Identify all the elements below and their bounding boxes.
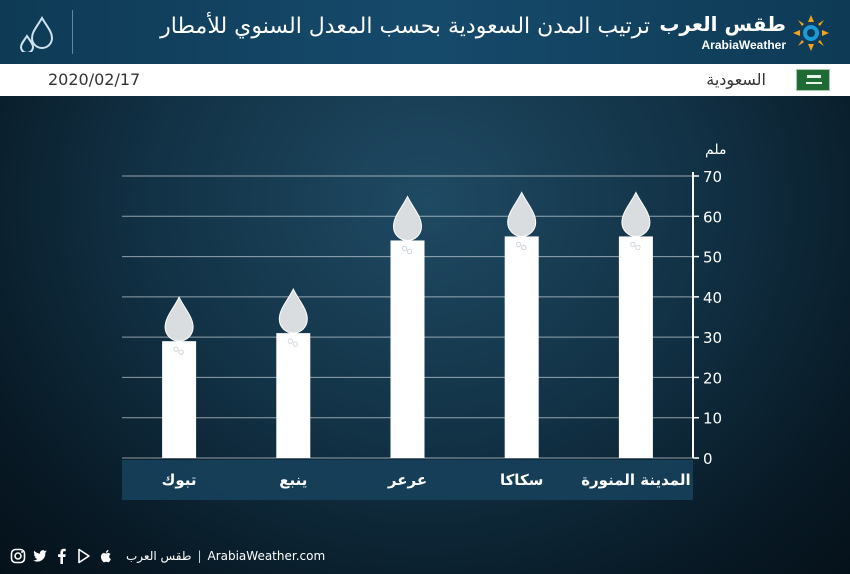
page-title: ترتيب المدن السعودية بحسب المعدل السنوي …: [160, 14, 650, 39]
y-tick-label: 20: [703, 369, 722, 387]
bar: [504, 236, 539, 458]
y-tick-label: 30: [703, 329, 722, 347]
brand-name-en: ArabiaWeather: [701, 38, 786, 52]
twitter-icon[interactable]: [32, 548, 48, 564]
y-tick-label: 40: [703, 289, 722, 307]
y-axis-label: ملم: [705, 142, 726, 158]
raindrop-icon: [507, 191, 537, 251]
droplet-dot: [635, 244, 641, 251]
bar: [162, 341, 197, 458]
droplet-dot: [521, 244, 527, 251]
raindrop-shape: [392, 195, 423, 241]
bars: [162, 191, 653, 458]
x-axis-categories: المدينة المنورة سكاكا عرعر ينبع تبوك: [162, 471, 691, 489]
y-tick-label: 70: [703, 168, 722, 186]
facebook-icon[interactable]: [54, 548, 70, 564]
droplet-dot: [630, 241, 636, 248]
x-category-label: ينبع: [279, 471, 307, 489]
x-category-label: سكاكا: [500, 471, 543, 489]
bar: [390, 240, 425, 458]
brand-name-ar: طقس العرب: [659, 12, 786, 36]
instagram-icon[interactable]: [10, 548, 26, 564]
raindrop-shape: [278, 287, 308, 334]
apple-icon[interactable]: [98, 548, 114, 564]
raindrop-icon: [164, 296, 194, 355]
x-category-label: عرعر: [387, 471, 427, 489]
droplet-dot: [173, 346, 179, 352]
flag-sword: [806, 82, 822, 84]
raindrop-icon: [621, 191, 651, 251]
header-divider: [72, 10, 73, 54]
droplet-dot: [292, 341, 298, 347]
footer-brand-ar: طقس العرب: [126, 549, 192, 563]
droplet-dot: [178, 349, 184, 355]
footer: طقس العرب | ArabiaWeather.com: [10, 546, 325, 566]
brand-logo[interactable]: طقس العرب ArabiaWeather: [659, 10, 830, 56]
y-tick-label: 50: [703, 249, 722, 267]
header: ترتيب المدن السعودية بحسب المعدل السنوي …: [0, 0, 850, 64]
footer-website[interactable]: ArabiaWeather.com: [207, 549, 326, 563]
x-category-label: المدينة المنورة: [581, 471, 690, 489]
subheader-bar: 2020/02/17 السعودية: [0, 64, 850, 96]
y-tick-label: 60: [703, 208, 722, 226]
category-label-band: [122, 460, 693, 500]
sun-logo-icon: [793, 15, 829, 51]
droplet-dot: [401, 245, 408, 252]
date-label: 2020/02/17: [48, 70, 141, 89]
y-tick-label: 10: [703, 410, 722, 428]
droplet-dot: [287, 338, 293, 344]
country-label: السعودية: [706, 70, 766, 89]
saudi-flag-icon: [796, 69, 830, 91]
raindrop-shape: [507, 191, 537, 237]
raindrops-icon: [19, 16, 54, 52]
x-category-label: تبوك: [162, 471, 197, 489]
footer-separator: |: [197, 549, 202, 563]
flag-inscription: [807, 75, 821, 78]
raindrop-shape: [164, 296, 194, 342]
y-tick-label: 0: [703, 450, 713, 468]
google-play-icon[interactable]: [76, 548, 92, 564]
droplet-dot: [516, 241, 522, 248]
bar: [276, 333, 311, 458]
raindrop-icon: [278, 287, 308, 347]
raindrop-shape: [621, 191, 651, 237]
rainfall-bar-chart: 0 10 20 30 40 50 60 70 المدينة المنورة سكاكا عرعر…: [122, 142, 726, 500]
y-axis-ticks: 0 10 20 30 40 50 60 70: [693, 168, 722, 468]
droplet-dot: [406, 248, 413, 255]
raindrop-icon: [392, 195, 423, 255]
bar: [618, 236, 653, 458]
